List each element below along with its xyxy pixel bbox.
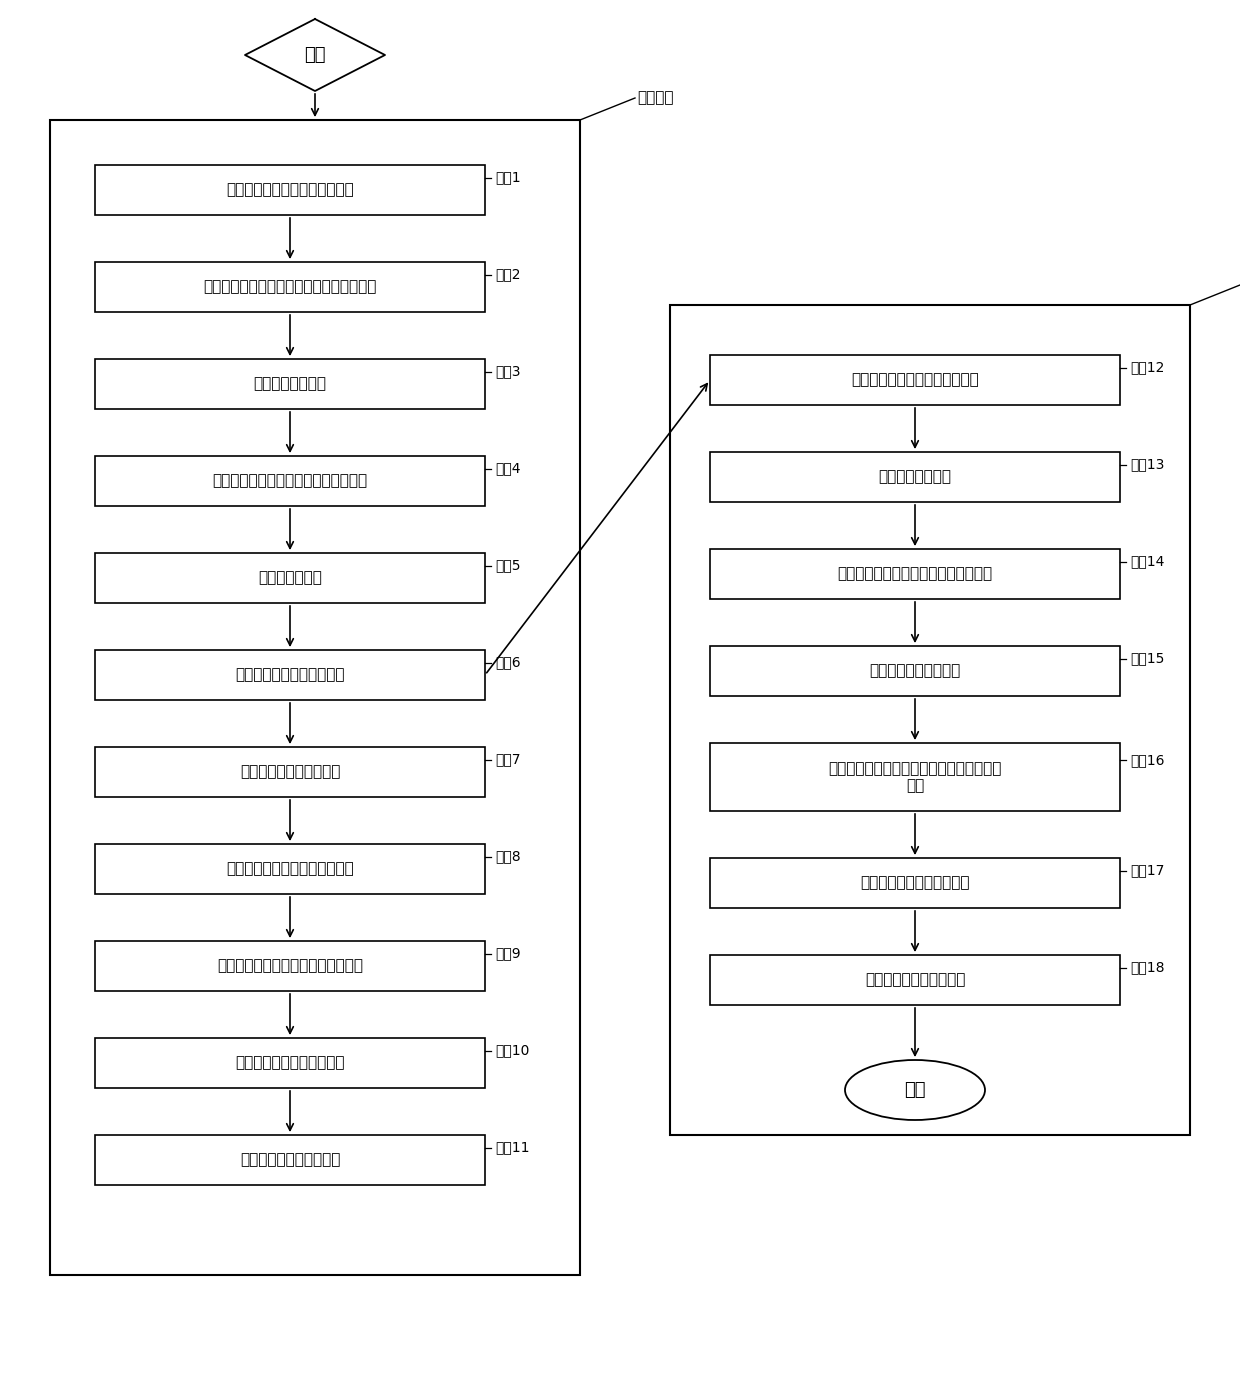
Bar <box>711 743 1120 811</box>
Text: 计算自动变速器上坡挡位修正值: 计算自动变速器上坡挡位修正值 <box>226 862 353 876</box>
Bar <box>95 456 485 506</box>
Bar <box>95 941 485 991</box>
Bar <box>95 1135 485 1185</box>
Text: 步骤1: 步骤1 <box>495 170 521 184</box>
Bar <box>95 165 485 215</box>
Text: 步骤6: 步骤6 <box>495 656 521 669</box>
Text: 判断车辆进入坡顶行驶过程: 判断车辆进入坡顶行驶过程 <box>236 1056 345 1070</box>
Bar <box>95 747 485 797</box>
Text: 计算目标换挡点: 计算目标换挡点 <box>258 571 322 585</box>
Text: 获取下坡行驶过程中允许自动变速器的最高
挡位: 获取下坡行驶过程中允许自动变速器的最高 挡位 <box>828 761 1002 793</box>
Text: 判断车辆进入准备上坡行驶过程: 判断车辆进入准备上坡行驶过程 <box>226 183 353 197</box>
Text: 步骤4: 步骤4 <box>495 462 521 475</box>
Text: 第一部分: 第一部分 <box>637 90 673 105</box>
Text: 判断下坡的整个过程结束: 判断下坡的整个过程结束 <box>864 973 965 987</box>
Text: 步骤13: 步骤13 <box>1130 457 1164 471</box>
Bar <box>50 121 580 1275</box>
Text: 首次上坡行驶时刻的挡位: 首次上坡行驶时刻的挡位 <box>239 765 340 779</box>
Bar <box>95 359 485 409</box>
Text: 步骤15: 步骤15 <box>1130 651 1164 665</box>
Text: 计算换挡点偏移量: 计算换挡点偏移量 <box>253 377 326 391</box>
Text: 计算最大下坡角度: 计算最大下坡角度 <box>878 470 951 485</box>
Text: 步骤8: 步骤8 <box>495 850 521 863</box>
Text: 判断车辆进入坡底行驶过程: 判断车辆进入坡底行驶过程 <box>861 876 970 890</box>
Text: 步骤5: 步骤5 <box>495 559 521 572</box>
Text: 步骤14: 步骤14 <box>1130 554 1164 568</box>
Text: 步骤18: 步骤18 <box>1130 960 1164 974</box>
Bar <box>711 549 1120 599</box>
Text: 开始: 开始 <box>304 46 326 64</box>
Text: 步骤10: 步骤10 <box>495 1044 529 1058</box>
Bar <box>711 355 1120 405</box>
Text: 判断自动变速器是否进入空挡滑行状态: 判断自动变速器是否进入空挡滑行状态 <box>837 567 992 582</box>
Bar <box>95 650 485 700</box>
Text: 判断车辆进入上坡行驶过程: 判断车辆进入上坡行驶过程 <box>236 668 345 682</box>
Text: 步骤16: 步骤16 <box>1130 753 1164 766</box>
Bar <box>95 844 485 894</box>
Text: 计算上坡前水平行驶的距离和最大上坡角度: 计算上坡前水平行驶的距离和最大上坡角度 <box>203 280 377 294</box>
Text: 计算自动变速器上坡过程中最高挡位: 计算自动变速器上坡过程中最高挡位 <box>217 959 363 973</box>
Text: 判断车辆进入下坡过程: 判断车辆进入下坡过程 <box>869 664 961 679</box>
Bar <box>711 646 1120 696</box>
Bar <box>711 452 1120 502</box>
Bar <box>95 1038 485 1088</box>
Text: 步骤3: 步骤3 <box>495 365 521 378</box>
Text: 计算自动变速器当前挡位的基础换挡点: 计算自动变速器当前挡位的基础换挡点 <box>212 474 367 488</box>
Text: 步骤7: 步骤7 <box>495 753 521 766</box>
Bar <box>711 955 1120 1005</box>
Bar <box>95 262 485 312</box>
Bar <box>711 858 1120 908</box>
Text: 步骤12: 步骤12 <box>1130 360 1164 374</box>
Text: 结束: 结束 <box>904 1081 926 1099</box>
Bar <box>95 553 485 603</box>
Text: 步骤2: 步骤2 <box>495 267 521 281</box>
Bar <box>670 305 1190 1135</box>
Text: 判断车辆进入准备下坡行驶过程: 判断车辆进入准备下坡行驶过程 <box>851 373 978 388</box>
Text: 判断上坡的整个过程结束: 判断上坡的整个过程结束 <box>239 1153 340 1167</box>
Text: 步骤17: 步骤17 <box>1130 863 1164 877</box>
Ellipse shape <box>844 1060 985 1120</box>
Text: 步骤9: 步骤9 <box>495 947 521 960</box>
Text: 步骤11: 步骤11 <box>495 1141 529 1155</box>
